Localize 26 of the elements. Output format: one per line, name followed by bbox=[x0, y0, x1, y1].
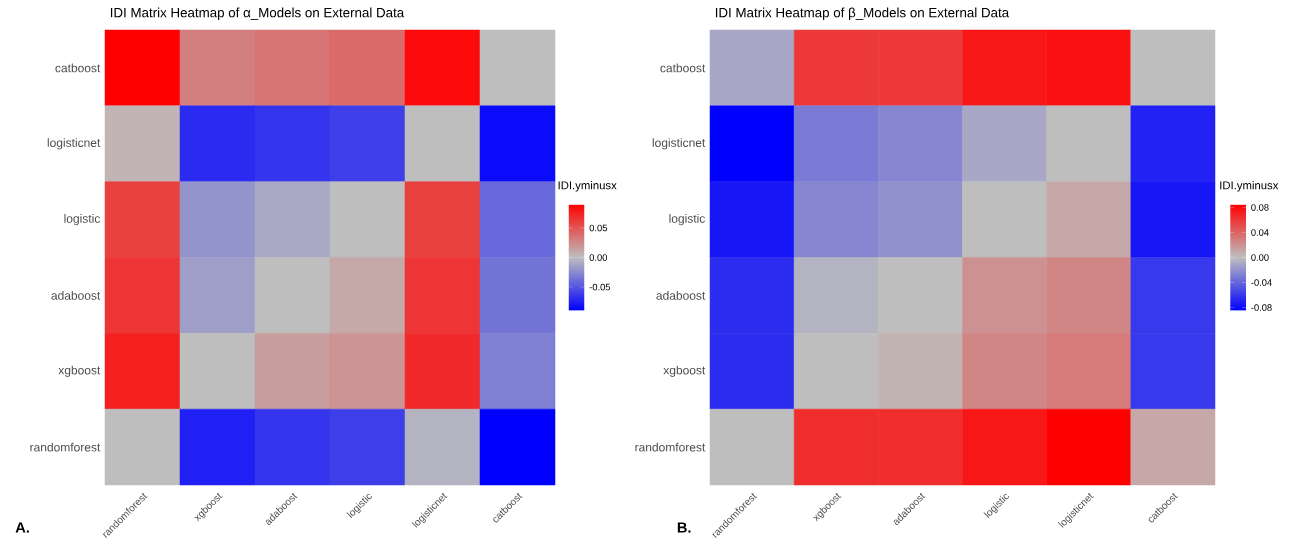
chart-title: IDI Matrix Heatmap of α_Models on External Data bbox=[110, 7, 405, 20]
chart-title: IDI Matrix Heatmap of β_Models on External Data bbox=[715, 7, 1010, 20]
color-bar-title: IDI.yminusx bbox=[558, 181, 617, 192]
y-tick-label: adaboost bbox=[51, 291, 101, 300]
y-tick-label: logistic bbox=[669, 213, 705, 226]
text: A. bbox=[15, 522, 29, 533]
color-bar-label: 0.04 bbox=[1251, 229, 1269, 236]
y-tick-label: randomforest bbox=[30, 442, 101, 452]
color-bar-label: -0.04 bbox=[1251, 279, 1272, 286]
y-tick-label: xgboost bbox=[58, 365, 101, 377]
y-tick-label: randomforest bbox=[635, 442, 706, 452]
text: B. bbox=[677, 522, 691, 533]
y-tick-label: catboost bbox=[660, 63, 706, 73]
color-bar-label: 0.00 bbox=[1251, 254, 1269, 261]
y-tick-label: logisticnet bbox=[652, 138, 706, 150]
y-tick-label: logisticnet bbox=[47, 138, 101, 150]
color-bar-label: 0.08 bbox=[1251, 204, 1269, 211]
y-tick-label: catboost bbox=[55, 63, 101, 73]
color-bar-label: -0.08 bbox=[1251, 304, 1272, 311]
color-bar-label: -0.05 bbox=[589, 283, 611, 291]
y-tick-label: xgboost bbox=[663, 365, 706, 377]
y-tick-label: logistic bbox=[64, 213, 100, 226]
color-bar-title: IDI.yminusx bbox=[1220, 181, 1279, 192]
color-bar-label: 0.00 bbox=[589, 254, 608, 261]
color-bar-label: 0.05 bbox=[589, 224, 607, 232]
y-tick-label: adaboost bbox=[656, 291, 706, 300]
